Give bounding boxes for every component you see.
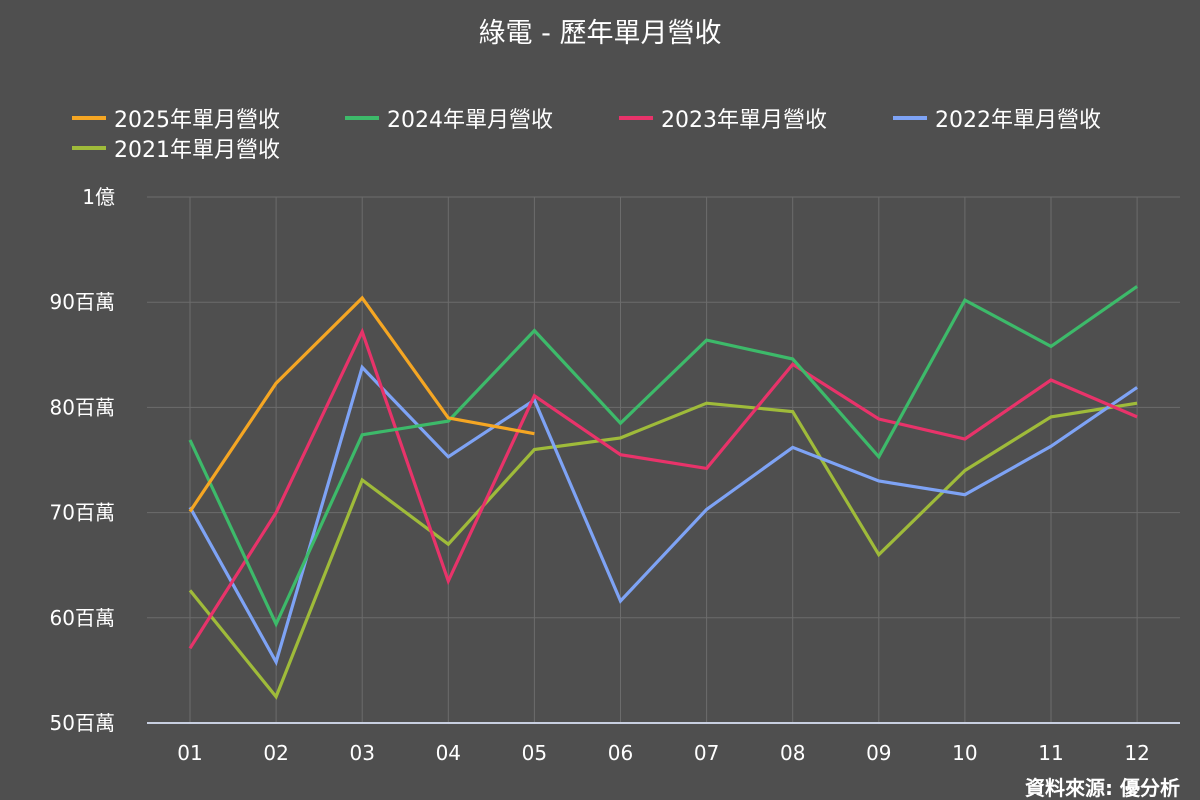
x-tick-label: 03	[349, 741, 374, 765]
x-tick-label: 11	[1038, 741, 1063, 765]
y-tick-label: 60百萬	[50, 606, 115, 630]
x-tick-label: 06	[608, 741, 633, 765]
legend-label: 2023年單月營收	[661, 108, 827, 133]
series-line-2024年單月營收	[188, 285, 1139, 628]
plot-area	[188, 285, 1139, 700]
legend-label: 2021年單月營收	[114, 138, 280, 163]
legend: 2025年單月營收 2024年單月營收 2023年單月營收 2022年單月營收 2021…	[72, 108, 1101, 163]
y-tick-label: 80百萬	[50, 395, 115, 419]
y-tick-label: 90百萬	[50, 290, 115, 314]
series-line-2022年單月營收	[188, 364, 1139, 667]
legend-item-2025年單月營收[interactable]: 2025年單月營收	[72, 108, 280, 133]
x-tick-label: 08	[780, 741, 805, 765]
y-axis: 1億 90百萬 80百萬 70百萬 60百萬 50百萬	[50, 185, 115, 735]
x-tick-label: 01	[177, 741, 202, 765]
legend-item-2024年單月營收[interactable]: 2024年單月營收	[345, 108, 553, 133]
x-tick-label: 02	[263, 741, 288, 765]
x-tick-label: 05	[522, 741, 547, 765]
legend-item-2023年單月營收[interactable]: 2023年單月營收	[619, 108, 827, 133]
x-tick-label: 09	[866, 741, 891, 765]
source-note: 資料來源: 優分析	[1025, 776, 1180, 800]
series-line-2021年單月營收	[188, 401, 1138, 700]
y-tick-label: 1億	[82, 185, 115, 209]
y-tick-label: 50百萬	[50, 711, 115, 735]
series-line-2025年單月營收	[188, 295, 535, 513]
chart-title: 綠電 - 歷年單月營收	[479, 18, 722, 49]
x-tick-label: 04	[436, 741, 461, 765]
x-tick-label: 10	[952, 741, 977, 765]
legend-item-2021年單月營收[interactable]: 2021年單月營收	[72, 138, 280, 163]
gridlines	[147, 196, 1180, 723]
legend-item-2022年單月營收[interactable]: 2022年單月營收	[893, 108, 1101, 133]
series-line-2023年單月營收	[188, 327, 1138, 650]
x-tick-label: 07	[694, 741, 719, 765]
legend-label: 2024年單月營收	[387, 108, 553, 133]
legend-label: 2022年單月營收	[935, 108, 1101, 133]
x-axis: 01 02 03 04 05 06 07 08 09 10 11 12	[147, 722, 1180, 765]
legend-label: 2025年單月營收	[114, 108, 280, 133]
x-tick-label: 12	[1124, 741, 1149, 765]
y-tick-label: 70百萬	[50, 501, 115, 525]
